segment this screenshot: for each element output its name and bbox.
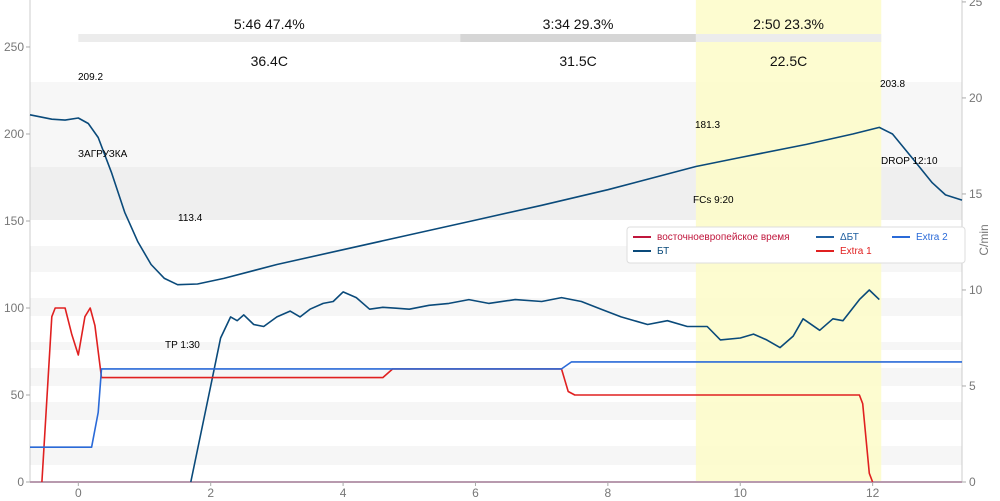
y-axis-label-right: C/min: [977, 224, 991, 255]
legend-label: Extra 2: [916, 232, 948, 243]
background-band: [30, 342, 962, 350]
legend-label: Extra 1: [840, 246, 872, 257]
y-tick-label-left: 250: [4, 40, 24, 54]
x-tick-label: 8: [605, 486, 612, 500]
phase-delta-label: 36.4C: [251, 53, 288, 69]
annotation-label: ЗАГРУЗКА: [78, 149, 128, 160]
y-tick-label-left: 150: [4, 214, 24, 228]
y-tick-label-right: 15: [969, 187, 983, 201]
phase-time-label: 5:46 47.4%: [234, 16, 305, 32]
x-tick-label: 6: [472, 486, 479, 500]
series-Extra 2: [30, 361, 962, 448]
phase-delta-label: 22.5C: [770, 53, 807, 69]
y-tick-label-left: 100: [4, 301, 24, 315]
annotation-label: FCs 9:20: [693, 195, 734, 206]
x-tick-label: 12: [866, 486, 880, 500]
legend-label: БТ: [657, 246, 669, 257]
phase-bar: [695, 34, 882, 42]
x-tick-label: 0: [75, 486, 82, 500]
annotation-label: 203.8: [880, 79, 905, 90]
y-tick-label-left: 200: [4, 127, 24, 141]
y-tick-label-right: 10: [969, 283, 983, 297]
annotation-label: 113.4: [178, 213, 203, 224]
legend-label: восточноевропейское время: [657, 232, 790, 243]
y-tick-label-left: 50: [11, 388, 25, 402]
phase-bar: [78, 34, 461, 42]
legend-label: ΔБТ: [840, 232, 859, 243]
x-tick-label: 4: [340, 486, 347, 500]
annotation-label: 209.2: [78, 72, 103, 83]
y-tick-label-right: 25: [969, 0, 983, 9]
x-tick-label: 2: [207, 486, 214, 500]
y-tick-label-right: 5: [969, 379, 976, 393]
y-tick-label-right: 20: [969, 91, 983, 105]
y-tick-label-left: 0: [17, 475, 24, 489]
annotation-label: 181.3: [695, 120, 720, 131]
phase-delta-label: 31.5C: [559, 53, 596, 69]
phase-time-label: 3:34 29.3%: [543, 16, 614, 32]
series-БТ: [29, 114, 963, 286]
legend-box: [626, 226, 966, 264]
annotation-label: TP 1:30: [165, 340, 200, 351]
phase-time-label: 2:50 23.3%: [753, 16, 824, 32]
phase-bar: [460, 34, 696, 42]
x-tick-label: 10: [734, 486, 748, 500]
annotation-label: DROP 12:10: [881, 156, 938, 167]
series-ΔБТ: [190, 289, 880, 483]
y-tick-label-right: 0: [969, 475, 976, 489]
